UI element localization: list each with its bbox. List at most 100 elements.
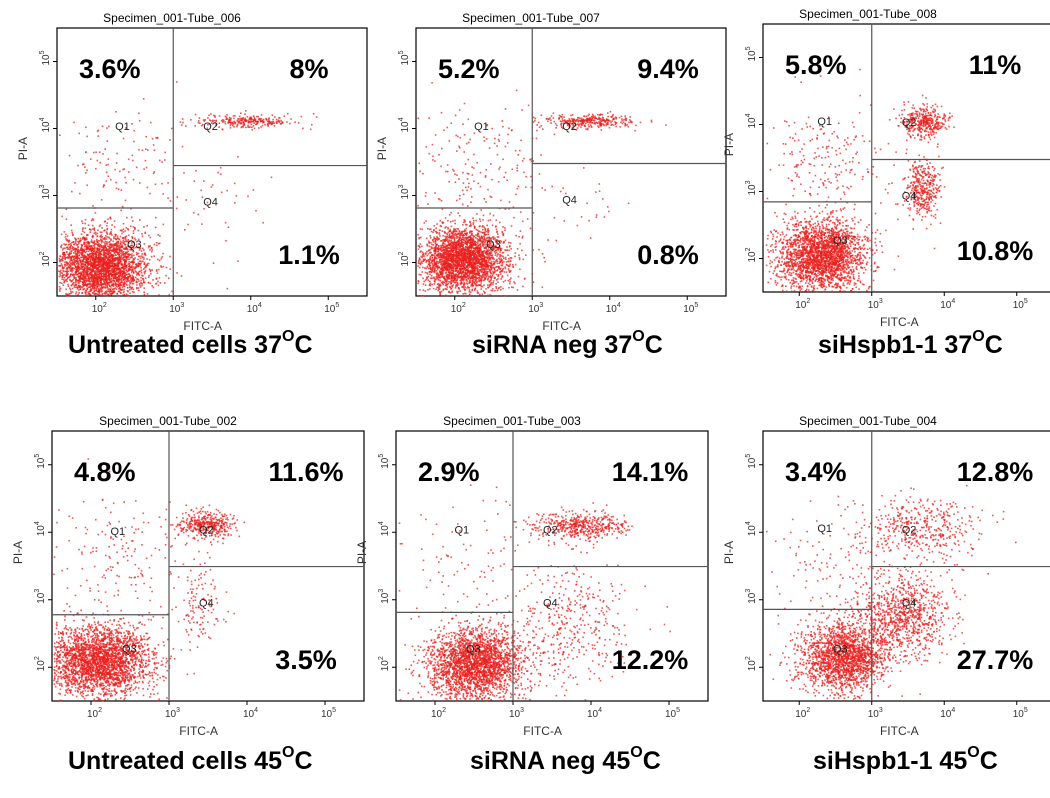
event-dot xyxy=(77,238,79,240)
event-dot xyxy=(120,241,122,243)
event-dot xyxy=(100,294,102,296)
event-dot xyxy=(130,254,132,256)
event-dot xyxy=(143,268,145,270)
event-dot xyxy=(150,283,152,285)
event-dot xyxy=(79,255,81,257)
event-dot xyxy=(123,257,125,259)
event-dot xyxy=(160,282,162,284)
event-dot xyxy=(118,238,120,240)
event-dot xyxy=(60,265,62,267)
event-dot xyxy=(76,286,78,288)
event-dot xyxy=(94,227,96,229)
event-dot xyxy=(68,256,70,258)
event-dot xyxy=(63,271,65,273)
event-dot xyxy=(136,252,138,254)
event-dot xyxy=(82,230,84,232)
event-dot xyxy=(122,206,124,208)
event-dot xyxy=(91,276,93,278)
event-dot xyxy=(101,242,103,244)
event-dot xyxy=(63,254,65,256)
event-dot xyxy=(63,284,65,286)
event-dot xyxy=(62,260,64,262)
event-dot xyxy=(66,218,68,220)
event-dot xyxy=(81,233,83,235)
event-dot xyxy=(70,251,72,253)
event-dot xyxy=(74,251,76,253)
event-dot xyxy=(87,254,89,256)
event-dot xyxy=(129,287,131,289)
scatter-panel: Specimen_001-Tube_006Q1 Q2Q3Q43.6% 8%1.1%1… xyxy=(16,11,367,333)
event-dot xyxy=(130,225,132,227)
event-dot xyxy=(65,234,67,236)
event-dot xyxy=(109,233,111,235)
event-dot xyxy=(72,288,74,290)
event-dot xyxy=(146,225,148,227)
event-dot xyxy=(157,281,159,283)
event-dot xyxy=(148,277,150,279)
event-dot xyxy=(129,284,131,286)
event-dot xyxy=(84,244,86,246)
event-dot xyxy=(147,265,149,267)
event-dot xyxy=(93,291,95,293)
event-dot xyxy=(155,227,157,229)
event-dot xyxy=(93,250,95,252)
event-dot xyxy=(74,286,76,288)
event-dot xyxy=(140,286,142,288)
event-dot xyxy=(80,257,82,259)
event-dot xyxy=(141,255,143,257)
event-dot xyxy=(138,280,140,282)
event-dot xyxy=(133,251,135,253)
event-dot xyxy=(72,247,74,249)
event-dot xyxy=(86,250,88,252)
event-dot xyxy=(151,256,153,258)
event-dot xyxy=(97,230,99,232)
event-dot xyxy=(111,278,113,280)
event-dot xyxy=(87,279,89,281)
event-dot xyxy=(64,277,66,279)
event-dot xyxy=(82,228,84,230)
event-dot xyxy=(61,234,63,236)
event-dot xyxy=(124,294,126,296)
event-dot xyxy=(78,241,80,243)
event-dot xyxy=(138,287,140,289)
event-dot xyxy=(117,236,119,238)
event-dot xyxy=(59,282,61,284)
event-dot xyxy=(122,294,124,296)
event-dot xyxy=(136,284,138,286)
event-dot xyxy=(129,289,131,291)
event-dot xyxy=(129,259,131,261)
event-dot xyxy=(63,274,65,276)
event-dot xyxy=(92,288,94,290)
event-dot xyxy=(70,289,72,291)
event-dot xyxy=(126,217,128,219)
event-dot xyxy=(148,235,150,237)
event-dot xyxy=(59,290,61,292)
event-dot xyxy=(134,257,136,259)
event-dot xyxy=(99,251,101,253)
event-dot xyxy=(139,219,141,221)
event-dot xyxy=(156,242,158,244)
event-dot xyxy=(114,226,116,228)
event-dot xyxy=(87,288,89,290)
event-dot xyxy=(72,291,74,293)
event-dot xyxy=(96,239,98,241)
event-dot xyxy=(138,230,140,232)
event-dot xyxy=(71,232,73,234)
event-dot xyxy=(123,231,125,233)
event-dot xyxy=(147,293,149,295)
event-dot xyxy=(107,245,109,247)
event-dot xyxy=(59,258,61,260)
event-dot xyxy=(89,246,91,248)
event-dot xyxy=(140,260,142,262)
event-dot xyxy=(102,238,104,240)
event-dot xyxy=(113,238,115,240)
event-dot xyxy=(157,259,159,261)
event-dot xyxy=(84,223,86,225)
event-dot xyxy=(141,275,143,277)
event-dot xyxy=(136,278,138,280)
event-dot xyxy=(159,277,161,279)
event-dot xyxy=(65,254,67,256)
event-dot xyxy=(128,261,130,263)
event-dot xyxy=(61,265,63,267)
event-dot xyxy=(148,282,150,284)
